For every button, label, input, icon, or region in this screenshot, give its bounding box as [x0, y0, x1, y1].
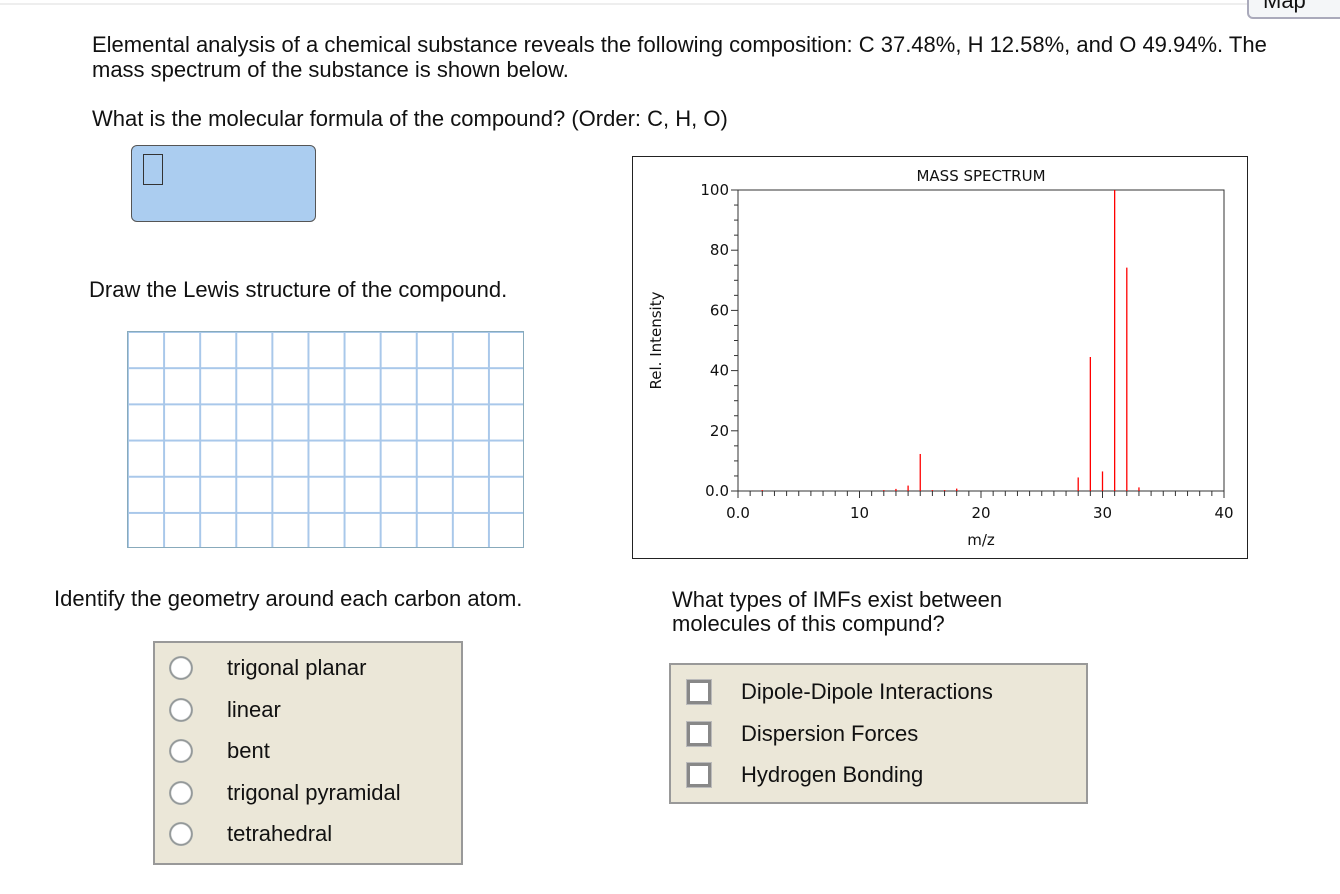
lewis-drawing-canvas[interactable] [127, 331, 524, 548]
x-tick-label: 40 [1214, 504, 1233, 522]
checkbox-icon[interactable] [686, 679, 712, 705]
checkbox-icon[interactable] [686, 721, 712, 747]
radio-option[interactable]: linear [169, 697, 281, 723]
mass-spectrum-chart: MASS SPECTRUM m/z Rel. Intensity 0.0 10 20 30 4… [632, 156, 1248, 559]
y-tick-label: 20 [710, 422, 729, 440]
geometry-prompt: Identify the geometry around each carbon… [54, 586, 523, 611]
x-tick-label: 20 [971, 504, 990, 522]
checkbox-option[interactable]: Dispersion Forces [686, 721, 918, 747]
radio-button-icon[interactable] [169, 739, 193, 763]
checkbox-option[interactable]: Hydrogen Bonding [686, 762, 923, 788]
x-tick-label: 30 [1093, 504, 1112, 522]
radio-button-icon[interactable] [169, 781, 193, 805]
top-divider [0, 3, 1250, 5]
checkbox-icon[interactable] [686, 762, 712, 788]
imf-prompt: What types of IMFs exist between molecul… [672, 587, 1003, 636]
radio-option[interactable]: trigonal pyramidal [169, 780, 401, 806]
y-tick-label: 60 [710, 301, 729, 319]
mass-spectrum-svg: MASS SPECTRUM m/z Rel. Intensity 0.0 10 20 30 4… [647, 167, 1234, 549]
radio-option[interactable]: bent [169, 738, 270, 764]
geometry-options-panel: trigonal planar linear bent trigonal pyr… [153, 641, 463, 865]
formula-answer-input[interactable] [131, 145, 316, 222]
text-cursor-box [143, 154, 163, 185]
lewis-prompt: Draw the Lewis structure of the compound… [89, 277, 508, 302]
radio-button-icon[interactable] [169, 822, 193, 846]
radio-option[interactable]: tetrahedral [169, 821, 332, 847]
radio-button-icon[interactable] [169, 698, 193, 722]
radio-option[interactable]: trigonal planar [169, 655, 366, 681]
radio-button-icon[interactable] [169, 656, 193, 680]
y-tick-label: 100 [700, 181, 729, 199]
x-tick-label: 10 [850, 504, 869, 522]
imf-options-panel: Dipole-Dipole Interactions Dispersion Fo… [669, 663, 1088, 804]
checkbox-option[interactable]: Dipole-Dipole Interactions [686, 679, 993, 705]
map-button[interactable]: Map [1247, 0, 1340, 19]
y-axis-label: Rel. Intensity [647, 291, 665, 389]
y-tick-label: 80 [710, 241, 729, 259]
formula-prompt: What is the molecular formula of the com… [92, 106, 728, 131]
question-intro: Elemental analysis of a chemical substan… [92, 32, 1267, 82]
y-tick-label: 40 [710, 362, 729, 380]
x-tick-label: 0.0 [726, 504, 750, 522]
x-axis-label: m/z [967, 531, 995, 549]
plot-frame [737, 189, 1225, 492]
chart-title: MASS SPECTRUM [916, 167, 1045, 185]
y-tick-label: 0.0 [705, 482, 729, 500]
